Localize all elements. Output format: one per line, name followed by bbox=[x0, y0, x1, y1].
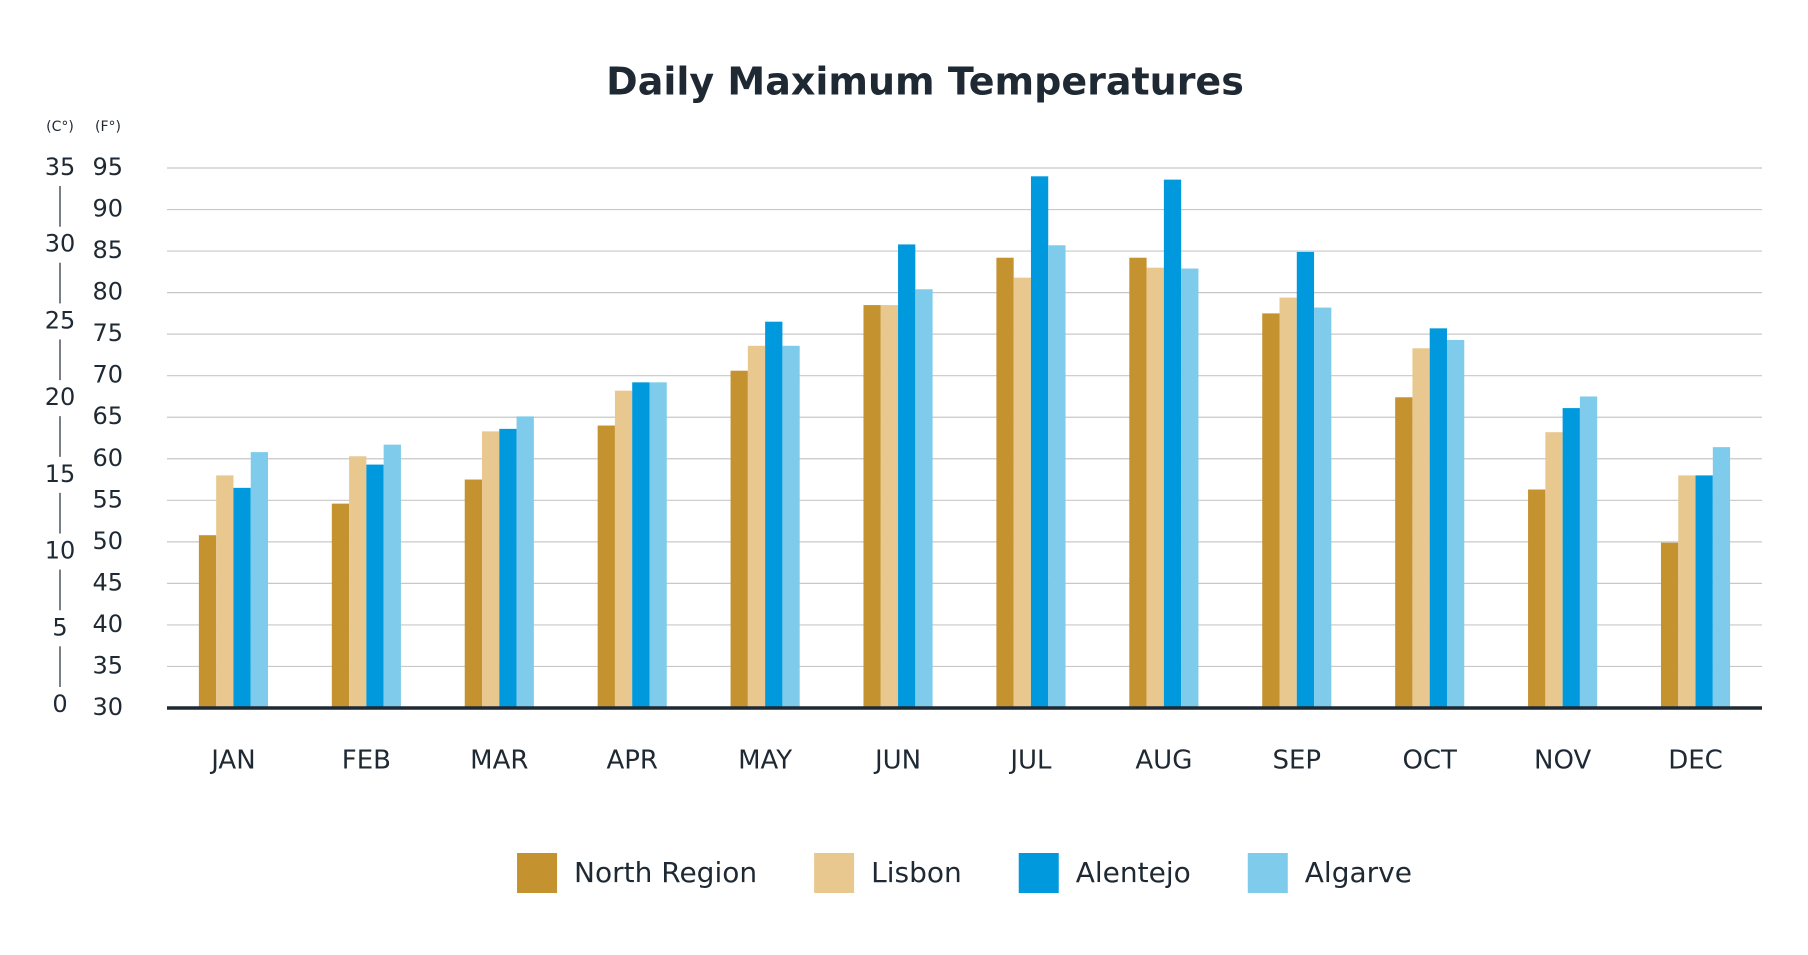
legend-swatch bbox=[814, 853, 855, 893]
bar bbox=[1395, 397, 1413, 708]
bar bbox=[915, 289, 933, 708]
y2-tick-label: 30 bbox=[45, 230, 76, 258]
y2-tick-label: 0 bbox=[52, 690, 67, 718]
x-tick-label: JAN bbox=[209, 746, 255, 776]
y-tick-label: 90 bbox=[92, 195, 123, 223]
y-tick-label: 30 bbox=[92, 693, 123, 721]
bar bbox=[1695, 475, 1713, 708]
bar bbox=[1412, 348, 1430, 708]
bar bbox=[1163, 179, 1182, 709]
x-tick-label: MAY bbox=[738, 746, 792, 776]
bar bbox=[765, 321, 783, 708]
bar bbox=[632, 382, 650, 708]
bar bbox=[250, 452, 269, 708]
y-tick-label: 35 bbox=[92, 651, 123, 679]
bar bbox=[331, 503, 350, 708]
y2-tick-label: 35 bbox=[45, 153, 76, 181]
bar bbox=[516, 416, 534, 708]
y-tick-label: 95 bbox=[92, 153, 123, 181]
y2-tick-label: 25 bbox=[45, 306, 76, 334]
bar bbox=[1712, 447, 1731, 708]
x-tick-label: JUL bbox=[1008, 746, 1052, 776]
legend-swatch bbox=[517, 853, 558, 893]
bar bbox=[1562, 408, 1580, 708]
bar bbox=[233, 487, 251, 708]
y2-tick-label: 15 bbox=[45, 460, 76, 488]
x-tick-label: APR bbox=[606, 746, 658, 776]
y-tick-label: 70 bbox=[92, 361, 123, 389]
y-tick-label: 45 bbox=[92, 568, 123, 596]
bar bbox=[1279, 297, 1297, 708]
y2-tick-label: 5 bbox=[52, 613, 67, 641]
bar bbox=[1296, 251, 1315, 708]
legend: North Region Lisbon Alentejo Algarve bbox=[517, 853, 1412, 893]
bar bbox=[1678, 475, 1696, 708]
bar bbox=[1146, 267, 1164, 708]
bar bbox=[349, 456, 367, 708]
bar bbox=[1660, 542, 1679, 708]
x-tick-label: DEC bbox=[1668, 746, 1723, 776]
x-tick-label: FEB bbox=[342, 746, 391, 776]
bar bbox=[482, 431, 500, 708]
x-tick-label: OCT bbox=[1402, 746, 1457, 776]
bar bbox=[597, 425, 615, 708]
y-tick-label: 75 bbox=[92, 319, 123, 347]
x-tick-label: AUG bbox=[1135, 746, 1192, 776]
y-tick-label: 80 bbox=[92, 278, 123, 306]
y-tick-label: 60 bbox=[92, 444, 123, 472]
bar bbox=[649, 382, 667, 708]
y-tick-label: 55 bbox=[92, 485, 123, 513]
legend-label: North Region bbox=[574, 856, 757, 889]
x-tick-label: NOV bbox=[1534, 746, 1591, 776]
bar bbox=[747, 345, 766, 708]
bar bbox=[1528, 489, 1546, 708]
bar bbox=[1030, 176, 1049, 709]
bar bbox=[898, 244, 916, 708]
y2-tick-label: 10 bbox=[45, 537, 76, 565]
y-tick-label: 50 bbox=[92, 527, 123, 555]
bar bbox=[1446, 339, 1465, 708]
y-tick-label: 85 bbox=[92, 236, 123, 264]
legend-label: Alentejo bbox=[1076, 856, 1191, 889]
bar bbox=[1262, 313, 1280, 708]
bar bbox=[1579, 396, 1598, 708]
bar bbox=[880, 305, 899, 708]
bar bbox=[1129, 257, 1147, 708]
chart-title: Daily Maximum Temperatures bbox=[606, 60, 1244, 104]
bar bbox=[464, 479, 483, 708]
bar bbox=[1013, 277, 1031, 708]
legend-label: Lisbon bbox=[871, 856, 962, 889]
y2-tick-label: 20 bbox=[45, 383, 76, 411]
bar bbox=[1181, 268, 1199, 708]
bar bbox=[216, 475, 234, 708]
bar bbox=[863, 305, 881, 708]
bar bbox=[614, 390, 633, 708]
bar bbox=[366, 464, 384, 708]
bar bbox=[1545, 432, 1563, 708]
x-tick-label: JUN bbox=[873, 746, 921, 776]
y-axis-label: (F°) bbox=[95, 119, 121, 135]
bar bbox=[1429, 328, 1447, 708]
bar bbox=[1314, 307, 1332, 708]
bar bbox=[383, 444, 401, 708]
legend-swatch bbox=[1247, 853, 1288, 893]
y-tick-label: 40 bbox=[92, 610, 123, 638]
y-tick-label: 65 bbox=[92, 402, 123, 430]
bar bbox=[782, 345, 800, 708]
bar bbox=[499, 428, 517, 708]
x-tick-label: SEP bbox=[1272, 746, 1321, 776]
bar bbox=[1048, 245, 1066, 708]
x-tick-label: MAR bbox=[470, 746, 528, 776]
bar bbox=[198, 535, 217, 708]
y2-axis-label: (C°) bbox=[46, 119, 74, 135]
legend-swatch bbox=[1018, 853, 1059, 893]
bar bbox=[996, 257, 1014, 708]
bar bbox=[730, 370, 748, 708]
legend-label: Algarve bbox=[1305, 856, 1412, 889]
